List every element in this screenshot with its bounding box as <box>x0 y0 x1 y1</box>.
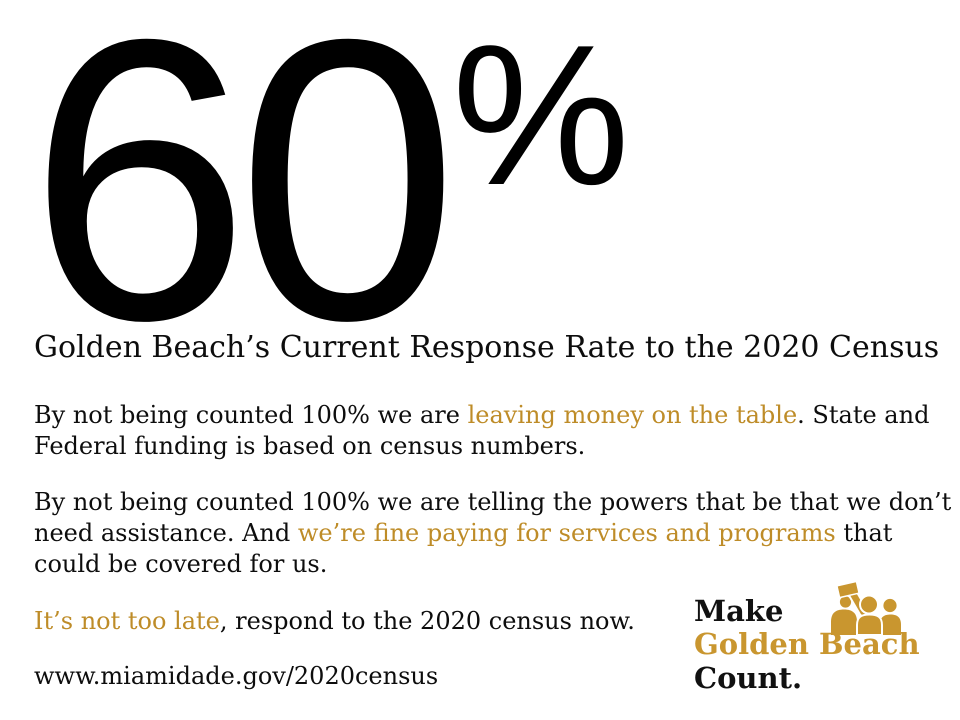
body-text: , respond to the 2020 census now. <box>219 607 635 635</box>
highlighted-text: we’re fine paying for services and progr… <box>297 519 836 547</box>
call-to-action-paragraph: It’s not too late, respond to the 2020 c… <box>34 606 960 637</box>
body-text: that <box>835 519 893 547</box>
make-golden-beach-count-logo: Make Golden Beach Count. <box>688 582 938 702</box>
body-text: . State and <box>797 401 930 429</box>
body-text: could be covered for us. <box>34 550 328 578</box>
assistance-paragraph: By not being counted 100% we are telling… <box>34 487 960 580</box>
response-rate-value: 60 <box>28 0 459 403</box>
body-text: Federal funding is based on census numbe… <box>34 432 586 460</box>
body-text: By not being counted 100% we are telling… <box>34 488 952 516</box>
body-text: need assistance. And <box>34 519 298 547</box>
logo-make-label: Make <box>694 594 784 628</box>
logo-count-label: Count. <box>694 661 803 695</box>
funding-paragraph: By not being counted 100% we are leaving… <box>34 400 960 462</box>
flyer-headline: Golden Beach’s Current Response Rate to … <box>34 330 940 365</box>
body-text: By not being counted 100% we are <box>34 401 468 429</box>
highlighted-text: leaving money on the table <box>467 401 798 429</box>
highlighted-text: It’s not too late <box>34 607 220 635</box>
census-url[interactable]: www.miamidade.gov/2020census <box>34 662 439 690</box>
people-raising-sign-icon <box>831 582 901 636</box>
percent-sign: % <box>452 4 630 227</box>
